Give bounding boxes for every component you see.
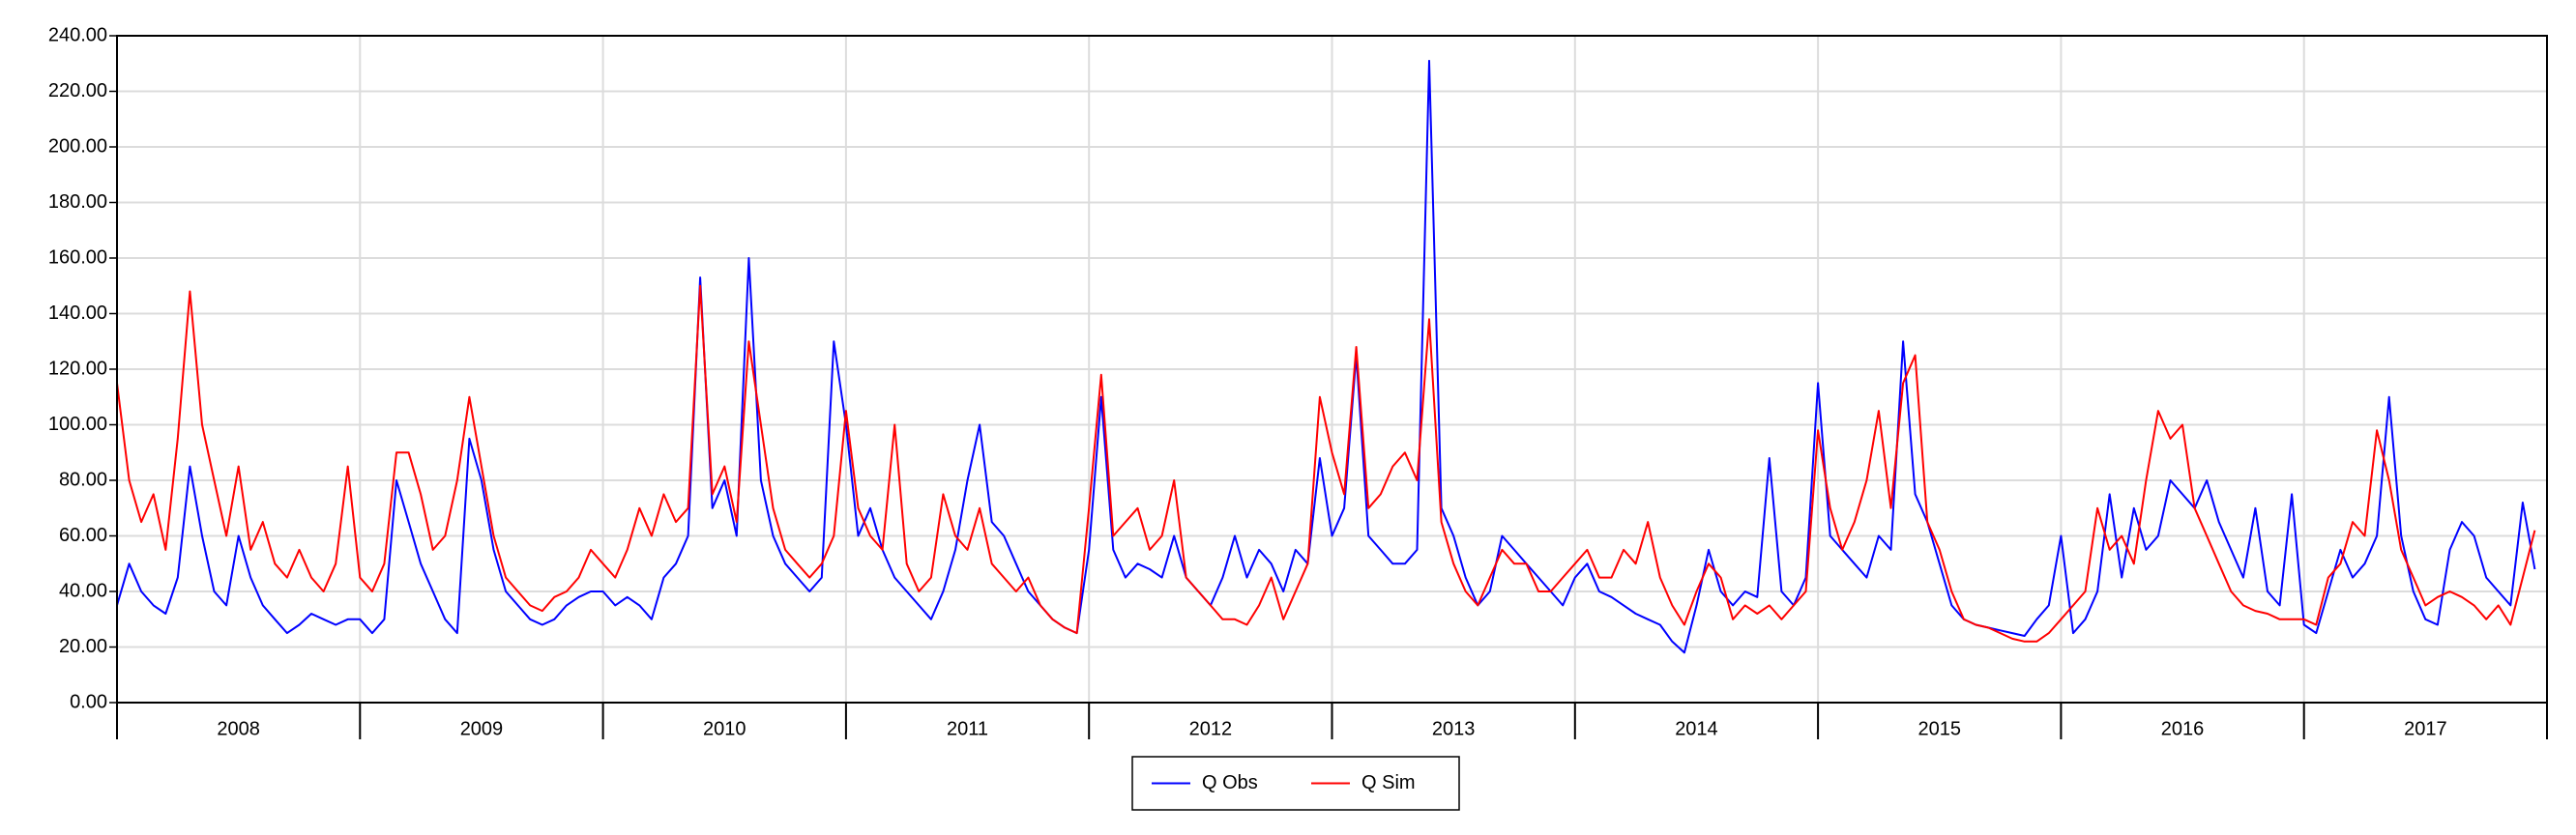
y-tick-label: 140.00 — [48, 302, 107, 324]
legend-label: Q Sim — [1361, 772, 1416, 793]
y-tick-label: 100.00 — [48, 414, 107, 435]
x-tick-label: 2015 — [1918, 718, 1962, 739]
y-tick-label: 220.00 — [48, 80, 107, 101]
y-tick-label: 40.00 — [59, 580, 107, 601]
y-tick-label: 200.00 — [48, 135, 107, 157]
y-tick-label: 20.00 — [59, 636, 107, 657]
y-tick-label: 120.00 — [48, 358, 107, 379]
x-tick-label: 2016 — [2161, 718, 2205, 739]
y-tick-label: 0.00 — [70, 691, 107, 712]
x-tick-label: 2017 — [2404, 718, 2447, 739]
x-tick-label: 2013 — [1432, 718, 1476, 739]
series-line — [116, 59, 2536, 654]
x-tick-label: 2014 — [1675, 718, 1718, 739]
x-tick-label: 2012 — [1189, 718, 1233, 739]
legend-label: Q Obs — [1202, 772, 1258, 793]
x-tick-label: 2011 — [947, 718, 988, 739]
y-tick-label: 180.00 — [48, 191, 107, 213]
y-tick-label: 240.00 — [48, 24, 107, 45]
x-tick-label: 2008 — [217, 718, 260, 739]
series-line — [116, 284, 2536, 643]
y-tick-label: 160.00 — [48, 246, 107, 268]
x-tick-label: 2010 — [703, 718, 746, 739]
x-tick-label: 2009 — [460, 718, 504, 739]
y-tick-label: 60.00 — [59, 525, 107, 546]
y-tick-label: 80.00 — [59, 469, 107, 490]
